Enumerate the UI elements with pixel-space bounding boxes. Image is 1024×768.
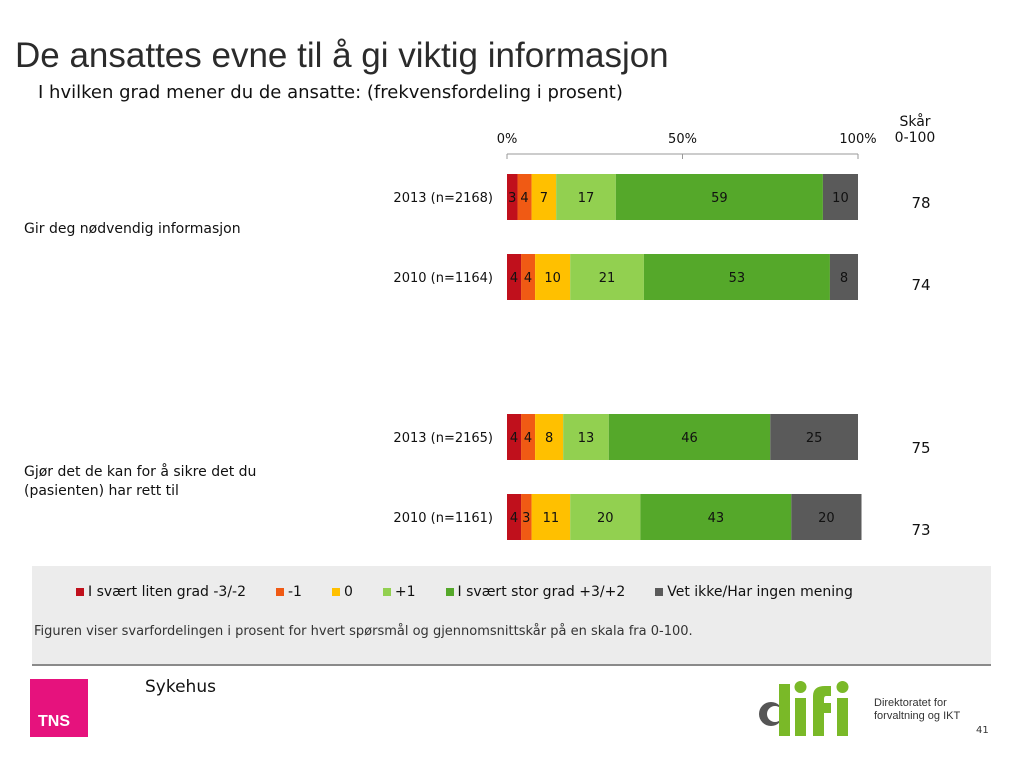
page-subtitle: I hvilken grad mener du de ansatte: (fre… <box>38 82 623 103</box>
bar-segment <box>521 414 536 460</box>
bar-segment <box>535 414 564 460</box>
legend-swatch <box>445 588 454 596</box>
legend-item: Vet ikke/Har ingen mening <box>655 584 853 600</box>
bar-segment-value: 11 <box>543 511 560 526</box>
x-tick-label: 50% <box>668 132 697 147</box>
difi-tagline-line-2: forvaltning og IKT <box>874 710 961 722</box>
score-column-header: Skår 0-100 <box>888 114 942 146</box>
legend-label: 0 <box>343 584 353 600</box>
difi-tagline: Direktoratet for forvaltning og IKT <box>874 697 960 723</box>
bar-segment <box>791 494 862 540</box>
legend-item: +1 <box>382 584 416 600</box>
bar-segment-value: 43 <box>708 511 725 526</box>
bar-segment <box>640 494 792 540</box>
bar-row-label: 2013 (n=2165) <box>393 431 493 446</box>
bar-segment-value: 4 <box>510 271 518 286</box>
legend-swatch <box>331 588 340 596</box>
bar-segment-value: 10 <box>544 271 561 286</box>
bar-segment-value: 3 <box>508 191 516 206</box>
page-number: 41 <box>976 725 989 736</box>
legend-swatch <box>655 588 664 596</box>
bar-segment <box>608 414 771 460</box>
page-title: De ansattes evne til å gi viktig informa… <box>15 36 669 75</box>
x-tick-label: 0% <box>497 132 518 147</box>
bar-segment <box>507 414 522 460</box>
score-value: 75 <box>911 439 930 457</box>
bar-segment <box>556 174 616 220</box>
legend-item: 0 <box>331 584 353 600</box>
bar-segment-value: 21 <box>599 271 616 286</box>
bar-segment <box>570 494 641 540</box>
bar-segment-value: 46 <box>681 431 698 446</box>
bar-row-label: 2010 (n=1164) <box>393 271 493 286</box>
bar-segment-value: 8 <box>545 431 553 446</box>
segment-label: Sykehus <box>145 677 216 697</box>
bar-segment-value: 13 <box>578 431 595 446</box>
legend-label: I svært stor grad +3/+2 <box>457 584 626 600</box>
question-label-2: Gjør det de kan for å sikre det du (pasi… <box>24 464 257 499</box>
bar-segment-value: 10 <box>832 191 849 206</box>
legend-label: I svært liten grad -3/-2 <box>88 584 246 600</box>
bar-segment <box>531 494 571 540</box>
bar-segment <box>643 254 830 300</box>
bar-segment <box>822 174 858 220</box>
chart-footnote: Figuren viser svarfordelingen i prosent … <box>34 624 693 639</box>
bar-segment-value: 4 <box>510 431 518 446</box>
legend-swatch <box>76 588 84 596</box>
bar-segment <box>829 254 858 300</box>
score-value: 74 <box>911 276 930 294</box>
bar-segment <box>531 174 557 220</box>
bar-row-label: 2010 (n=1161) <box>393 511 493 526</box>
legend-item: I svært stor grad +3/+2 <box>445 584 626 600</box>
question-label-1: Gir deg nødvendig informasjon <box>24 221 241 237</box>
bar-segment <box>521 494 532 540</box>
legend-label: +1 <box>394 584 416 600</box>
bar-segment-value: 25 <box>806 431 823 446</box>
bar-segment-value: 7 <box>540 191 548 206</box>
difi-logo <box>759 681 849 736</box>
bar-segment-value: 4 <box>510 511 518 526</box>
bar-segment-value: 8 <box>840 271 848 286</box>
bar-segment <box>535 254 571 300</box>
legend-panel: I svært liten grad -3/-2 -1 0 +1 I svært sto… <box>32 566 991 666</box>
bar-segment <box>770 414 858 460</box>
bar-segment <box>570 254 644 300</box>
bar-row-label: 2013 (n=2168) <box>393 191 493 206</box>
legend-label: Vet ikke/Har ingen mening <box>667 584 853 600</box>
bar-segment <box>521 254 536 300</box>
tns-logo-text: TNS <box>38 713 70 730</box>
legend-swatch <box>382 588 391 596</box>
bar-segment <box>517 174 532 220</box>
legend-label: -1 <box>288 584 302 600</box>
tns-logo: TNS <box>30 679 88 737</box>
score-value: 73 <box>911 521 930 539</box>
bar-segment-value: 4 <box>524 431 532 446</box>
score-header-line-2: 0-100 <box>894 130 936 146</box>
score-value: 78 <box>911 194 930 212</box>
bar-segment <box>507 174 518 220</box>
x-tick-label: 100% <box>839 132 876 147</box>
bar-segment <box>563 414 609 460</box>
bar-segment-value: 3 <box>522 511 530 526</box>
difi-tagline-line-1: Direktoratet for <box>874 697 947 709</box>
bar-segment-value: 20 <box>597 511 614 526</box>
legend-item: I svært liten grad -3/-2 <box>76 584 246 600</box>
bar-segment <box>507 254 522 300</box>
bar-segment-value: 59 <box>711 191 728 206</box>
chart-legend: I svært liten grad -3/-2 -1 0 +1 I svært sto… <box>76 584 883 600</box>
legend-item: -1 <box>276 584 302 600</box>
legend-swatch <box>276 588 284 596</box>
bar-segment <box>507 494 522 540</box>
bar-segment-value: 20 <box>818 511 835 526</box>
score-header-line-1: Skår <box>899 114 931 130</box>
bar-segment-value: 4 <box>520 191 528 206</box>
bar-segment <box>615 174 823 220</box>
bar-segment-value: 53 <box>729 271 746 286</box>
bar-segment-value: 17 <box>578 191 595 206</box>
bar-segment-value: 4 <box>524 271 532 286</box>
